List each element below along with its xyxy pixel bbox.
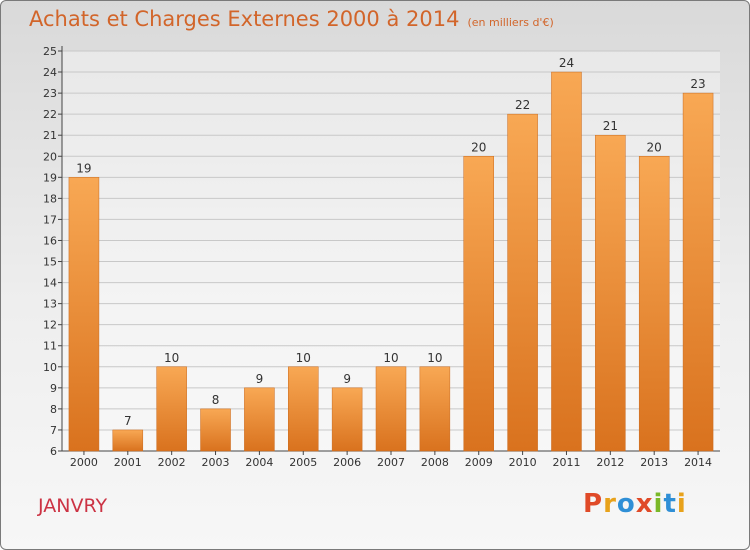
proxiti-logo: Proxiti — [583, 489, 687, 519]
chart-title-text: Achats et Charges Externes 2000 à 2014 — [29, 7, 460, 31]
y-tick-label: 12 — [43, 319, 57, 332]
x-tick-label: 2007 — [377, 456, 405, 469]
y-tick-label: 16 — [43, 234, 57, 247]
bar — [551, 71, 582, 452]
bar-value-label: 22 — [515, 98, 530, 112]
bar-value-label: 21 — [603, 119, 618, 133]
bar-value-label: 10 — [383, 351, 398, 365]
bar — [200, 408, 231, 452]
bar-value-label: 19 — [76, 161, 91, 175]
logo-letter: t — [663, 489, 677, 519]
logo-letter: P — [583, 489, 604, 519]
x-tick-label: 2003 — [202, 456, 230, 469]
chart-title: Achats et Charges Externes 2000 à 2014 (e… — [29, 7, 554, 31]
bar-value-label: 10 — [427, 351, 442, 365]
y-tick-label: 21 — [43, 129, 57, 142]
bar — [375, 366, 407, 452]
bar-value-label: 10 — [296, 351, 311, 365]
y-tick-label: 17 — [43, 213, 57, 226]
bar — [595, 134, 626, 452]
logo-letter: x — [635, 489, 654, 519]
bar-value-label: 23 — [690, 77, 705, 91]
bar — [112, 429, 144, 452]
x-tick-label: 2009 — [465, 456, 493, 469]
y-tick-label: 8 — [50, 403, 57, 416]
x-tick-label: 2010 — [509, 456, 537, 469]
y-tick-label: 22 — [43, 108, 57, 121]
x-tick-label: 2004 — [245, 456, 273, 469]
bar-value-label: 9 — [256, 372, 264, 386]
y-tick-label: 19 — [43, 171, 57, 184]
logo-letter: i — [676, 489, 687, 519]
y-tick-label: 24 — [43, 66, 57, 79]
bar-value-label: 7 — [124, 414, 132, 428]
x-tick-label: 2000 — [70, 456, 98, 469]
y-tick-label: 25 — [43, 45, 57, 58]
bar — [288, 366, 319, 452]
y-tick-label: 7 — [50, 424, 57, 437]
y-tick-label: 6 — [50, 445, 57, 458]
bar — [331, 387, 363, 452]
bar-value-label: 20 — [647, 140, 662, 154]
bar-value-label: 8 — [212, 393, 220, 407]
bar — [419, 366, 451, 452]
x-tick-label: 2008 — [421, 456, 449, 469]
y-tick-label: 10 — [43, 361, 57, 374]
bar — [156, 366, 187, 452]
y-tick-label: 18 — [43, 192, 57, 205]
x-tick-label: 2006 — [333, 456, 361, 469]
x-tick-label: 2014 — [684, 456, 712, 469]
y-tick-label: 20 — [43, 150, 57, 163]
y-tick-label: 15 — [43, 256, 57, 269]
bar — [507, 113, 538, 452]
y-tick-label: 14 — [43, 277, 57, 290]
bar — [638, 156, 670, 452]
bar-value-label: 9 — [343, 372, 351, 386]
y-tick-label: 13 — [43, 298, 57, 311]
y-tick-label: 23 — [43, 87, 57, 100]
bar-value-label: 20 — [471, 140, 486, 154]
chart-unit: (en milliers d'€) — [467, 16, 554, 29]
commune-name: JANVRY — [38, 495, 108, 517]
x-tick-label: 2001 — [114, 456, 142, 469]
bar — [68, 177, 100, 452]
x-tick-label: 2011 — [552, 456, 580, 469]
x-tick-label: 2002 — [158, 456, 186, 469]
bar — [682, 92, 714, 452]
bar-value-label: 24 — [559, 56, 574, 70]
bar-value-label: 10 — [164, 351, 179, 365]
logo-letter: o — [616, 489, 636, 519]
y-tick-label: 9 — [50, 382, 57, 395]
x-tick-label: 2013 — [640, 456, 668, 469]
bar — [244, 387, 275, 452]
bar — [463, 156, 494, 452]
logo-letter: i — [653, 489, 664, 519]
y-tick-label: 11 — [43, 340, 57, 353]
x-tick-label: 2005 — [289, 456, 317, 469]
x-tick-label: 2012 — [596, 456, 624, 469]
logo-letter: r — [603, 489, 617, 519]
